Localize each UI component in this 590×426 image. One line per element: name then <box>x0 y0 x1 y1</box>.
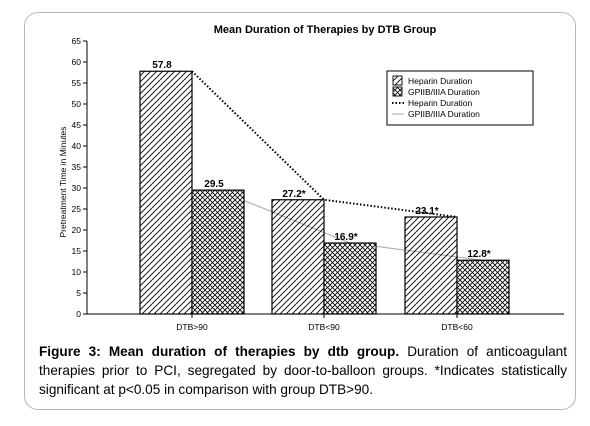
y-tick-label: 50 <box>72 99 82 109</box>
y-tick-label: 45 <box>72 120 82 130</box>
x-tick-label: DTB<60 <box>441 322 473 332</box>
y-tick-label: 0 <box>76 309 81 319</box>
gpiib-value-label: 29.5 <box>204 179 224 190</box>
x-tick-label: DTB>90 <box>176 322 208 332</box>
legend-heparin-bar-label: Heparin Duration <box>408 76 473 86</box>
x-axis: DTB>90 DTB<90 DTB<60 <box>87 313 564 332</box>
legend-gpiib-bar-label: GPIIB/IIIA Duration <box>408 87 480 97</box>
heparin-value-label: 23.1* <box>415 206 438 217</box>
figure-caption: Figure 3: Mean duration of therapies by … <box>39 342 567 399</box>
caption-text: Duration of anticoagulant therapies prio… <box>39 344 568 397</box>
gpiib-value-label: 12.8* <box>467 249 490 260</box>
y-tick-label: 5 <box>76 288 81 298</box>
heparin-bar <box>271 199 325 315</box>
gpiib-bar <box>323 242 377 315</box>
x-tick-label: DTB<90 <box>308 322 340 332</box>
legend-heparin-line-label: Heparin Duration <box>408 98 473 108</box>
y-tick-label: 60 <box>72 57 82 67</box>
caption-label: Figure 3: Mean duration of therapies by … <box>39 344 400 359</box>
y-tick-label: 65 <box>72 36 82 46</box>
bars <box>139 70 510 315</box>
legend-gpiib-swatch <box>392 86 403 97</box>
legend-gpiib-line-label: GPIIB/IIIA Duration <box>408 109 480 119</box>
y-tick-label: 55 <box>72 78 82 88</box>
y-tick-label: 40 <box>72 141 82 151</box>
y-tick-label: 10 <box>72 267 82 277</box>
y-tick-label: 15 <box>72 246 82 256</box>
y-tick-label: 30 <box>72 183 82 193</box>
y-tick-label: 25 <box>72 204 82 214</box>
legend-heparin-swatch <box>392 75 403 86</box>
y-tick-label: 35 <box>72 162 82 172</box>
data-labels: 57.8 29.5 27.2* 16.9* 23.1* 12.8* <box>152 60 491 260</box>
heparin-bar <box>404 216 458 315</box>
gpiib-bar <box>191 189 245 315</box>
legend-box <box>386 70 534 126</box>
gpiib-value-label: 16.9* <box>334 232 357 243</box>
heparin-bar <box>139 70 193 315</box>
bar-chart: Mean Duration of Therapies by DTB Group … <box>58 24 564 332</box>
y-axis: 0 5 10 15 20 25 30 35 40 45 50 55 60 65 <box>72 36 88 319</box>
y-tick-label: 20 <box>72 225 82 235</box>
chart-title: Mean Duration of Therapies by DTB Group <box>214 24 437 36</box>
gpiib-bar <box>456 259 510 315</box>
heparin-value-label: 27.2* <box>282 189 305 200</box>
y-axis-label: Pretreatment Time in Minutes <box>58 126 68 237</box>
heparin-value-label: 57.8 <box>152 60 172 71</box>
heparin-duration-line <box>191 70 458 218</box>
